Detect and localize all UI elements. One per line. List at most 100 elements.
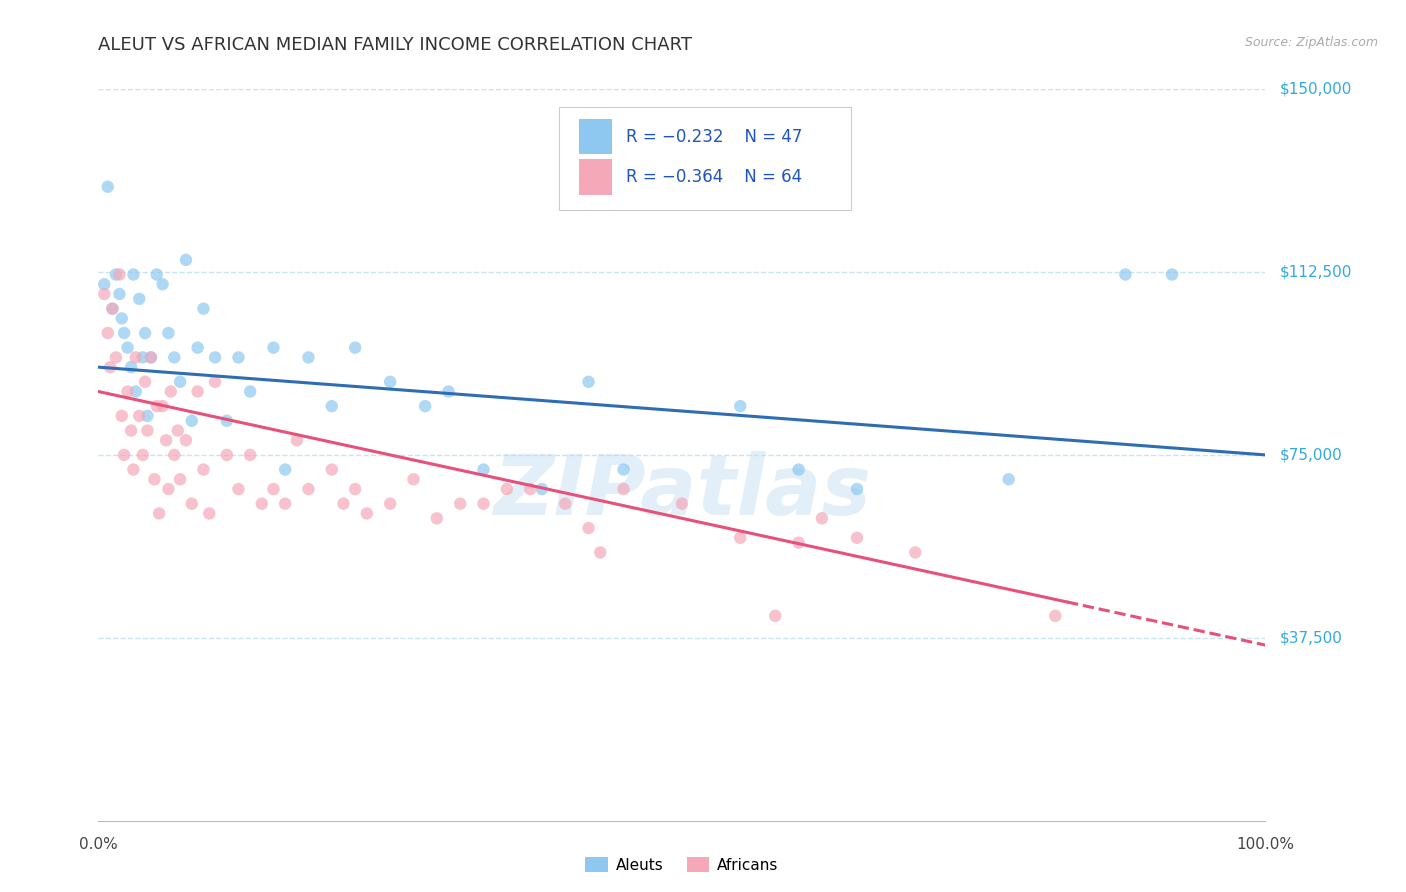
Point: [117, 341, 139, 355]
Point: [159, 384, 181, 399]
Point: [449, 497, 471, 511]
Point: [148, 507, 170, 521]
Point: [846, 482, 869, 496]
Point: [787, 535, 810, 549]
Point: [174, 252, 197, 267]
Point: [93, 277, 115, 292]
Point: [426, 511, 449, 525]
Point: [155, 434, 177, 448]
Point: [239, 384, 262, 399]
Point: [402, 472, 425, 486]
Point: [332, 497, 354, 511]
Point: [285, 434, 308, 448]
Text: ZIPatlas: ZIPatlas: [494, 451, 870, 532]
Point: [108, 287, 131, 301]
Point: [152, 399, 174, 413]
Point: [122, 268, 145, 282]
Point: [97, 326, 120, 340]
Point: [134, 375, 156, 389]
Point: [671, 497, 693, 511]
Point: [146, 399, 169, 413]
Text: $37,500: $37,500: [1279, 631, 1343, 645]
Text: R = −0.232    N = 47: R = −0.232 N = 47: [626, 128, 803, 145]
Bar: [579, 160, 612, 194]
Point: [344, 482, 367, 496]
Point: [1045, 608, 1067, 623]
Point: [380, 375, 402, 389]
Point: [437, 384, 460, 399]
Point: [112, 326, 135, 340]
Legend: Aleuts, Africans: Aleuts, Africans: [579, 851, 785, 879]
Point: [215, 414, 238, 428]
Point: [136, 424, 159, 438]
Point: [811, 511, 834, 525]
Point: [112, 448, 135, 462]
Point: [321, 399, 343, 413]
Point: [169, 375, 191, 389]
Text: $75,000: $75,000: [1279, 448, 1343, 462]
Point: [163, 448, 186, 462]
Point: [128, 292, 150, 306]
Point: [239, 448, 262, 462]
Text: $112,500: $112,500: [1279, 265, 1351, 279]
Point: [472, 462, 495, 476]
Point: [134, 326, 156, 340]
Point: [117, 384, 139, 399]
Point: [125, 384, 148, 399]
Point: [262, 482, 284, 496]
Point: [613, 462, 636, 476]
Point: [98, 360, 121, 375]
Point: [228, 351, 250, 365]
Point: [120, 360, 142, 375]
Point: [122, 462, 145, 476]
Point: [169, 472, 191, 486]
Point: [180, 497, 202, 511]
Point: [125, 351, 148, 365]
Point: [97, 179, 120, 194]
Point: [846, 531, 869, 545]
Point: [152, 277, 174, 292]
Point: [132, 351, 155, 365]
Point: [193, 462, 215, 476]
Point: [356, 507, 378, 521]
Point: [530, 482, 553, 496]
Point: [589, 545, 612, 559]
Point: [262, 341, 284, 355]
Point: [204, 375, 226, 389]
Point: [997, 472, 1019, 486]
Text: R = −0.364    N = 64: R = −0.364 N = 64: [626, 168, 801, 186]
Point: [204, 351, 226, 365]
Point: [139, 351, 162, 365]
Bar: [579, 120, 612, 154]
Point: [139, 351, 162, 365]
Point: [93, 287, 115, 301]
Text: ALEUT VS AFRICAN MEDIAN FAMILY INCOME CORRELATION CHART: ALEUT VS AFRICAN MEDIAN FAMILY INCOME CO…: [98, 36, 692, 54]
Point: [344, 341, 367, 355]
Point: [101, 301, 124, 316]
Point: [472, 497, 495, 511]
Point: [120, 424, 142, 438]
Point: [496, 482, 519, 496]
Point: [297, 482, 319, 496]
Point: [250, 497, 273, 511]
Point: [1161, 268, 1184, 282]
Point: [274, 462, 297, 476]
Point: [111, 311, 134, 326]
Point: [104, 268, 127, 282]
Point: [413, 399, 436, 413]
Point: [297, 351, 319, 365]
Point: [163, 351, 186, 365]
Point: [578, 521, 600, 535]
Point: [104, 351, 127, 365]
Point: [730, 531, 752, 545]
Text: Source: ZipAtlas.com: Source: ZipAtlas.com: [1244, 36, 1378, 49]
Point: [730, 399, 752, 413]
FancyBboxPatch shape: [560, 108, 851, 210]
Point: [157, 326, 180, 340]
Point: [613, 482, 636, 496]
Point: [554, 497, 576, 511]
Point: [228, 482, 250, 496]
Point: [132, 448, 155, 462]
Point: [763, 608, 786, 623]
Point: [380, 497, 402, 511]
